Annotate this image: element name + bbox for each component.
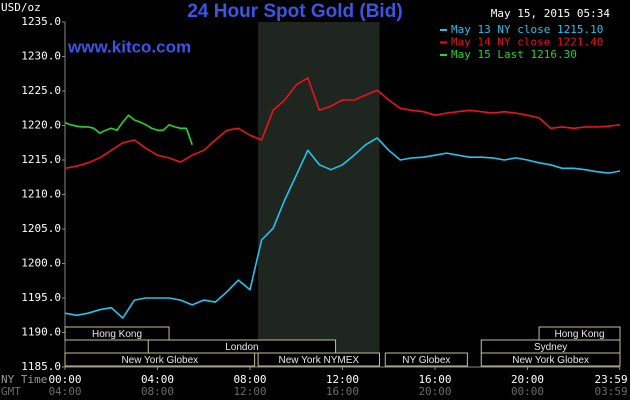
session-label: New York Globex <box>512 355 589 366</box>
y-tick-label: 1215.0 <box>21 153 61 166</box>
y-tick-label: 1225.0 <box>21 84 61 97</box>
x-axis-label: NY Time <box>1 373 47 386</box>
highlight-band <box>258 22 380 367</box>
y-tick-label: 1230.0 <box>21 50 61 63</box>
session-bar <box>64 352 256 367</box>
legend-label: May 13 NY close 1215.10 <box>451 23 603 36</box>
session-label: NY Globex <box>402 355 450 366</box>
session-label: New York NYMEX <box>279 355 360 366</box>
x2-axis-label: GMT <box>1 385 21 398</box>
price-line <box>64 137 621 319</box>
x-tick-label: 16:00 <box>418 373 451 386</box>
y-tick-label: 1220.0 <box>21 119 61 132</box>
x2-tick-label: 16:00 <box>326 385 359 398</box>
timestamp: May 15, 2015 05:34 <box>491 7 611 20</box>
x2-tick-label: 03:59 <box>594 385 627 398</box>
x-tick-label: 23:59 <box>594 373 627 386</box>
y-tick-label: 1210.0 <box>21 188 61 201</box>
x-tick-label: 00:00 <box>48 373 81 386</box>
price-line <box>64 114 193 146</box>
y-tick-label: 1185.0 <box>21 360 61 373</box>
session-label: New York Globex <box>121 355 198 366</box>
chart-title: 24 Hour Spot Gold (Bid) <box>187 1 402 22</box>
x2-tick-label: 08:00 <box>141 385 174 398</box>
session-label: Hong Kong <box>555 329 605 340</box>
y-tick-label: 1200.0 <box>21 257 61 270</box>
session-bar <box>480 352 621 367</box>
x2-tick-label: 12:00 <box>233 385 266 398</box>
y-tick-label: 1190.0 <box>21 326 61 339</box>
session-label: Sydney <box>534 342 567 353</box>
x-tick-label: 12:00 <box>326 373 359 386</box>
price-line <box>64 77 621 170</box>
session-bar <box>384 352 468 367</box>
session-bar <box>257 352 380 367</box>
legend-label: May 14 NY close 1221.40 <box>451 36 603 49</box>
x-tick-label: 20:00 <box>511 373 544 386</box>
x2-tick-label: 00:00 <box>511 385 544 398</box>
website: www.kitco.com <box>67 37 191 56</box>
x-tick-label: 04:00 <box>141 373 174 386</box>
x-tick-label: 08:00 <box>233 373 266 386</box>
session-label: Hong Kong <box>92 329 142 340</box>
y-axis-label: USD/oz <box>1 1 41 14</box>
y-tick-label: 1235.0 <box>21 15 61 28</box>
y-tick-label: 1205.0 <box>21 222 61 235</box>
y-tick-label: 1195.0 <box>21 291 61 304</box>
x2-tick-label: 04:00 <box>48 385 81 398</box>
session-label: London <box>225 342 258 353</box>
legend-label: May 15 Last 1216.30 <box>451 48 577 61</box>
session-bar <box>64 326 170 341</box>
x2-tick-label: 20:00 <box>418 385 451 398</box>
